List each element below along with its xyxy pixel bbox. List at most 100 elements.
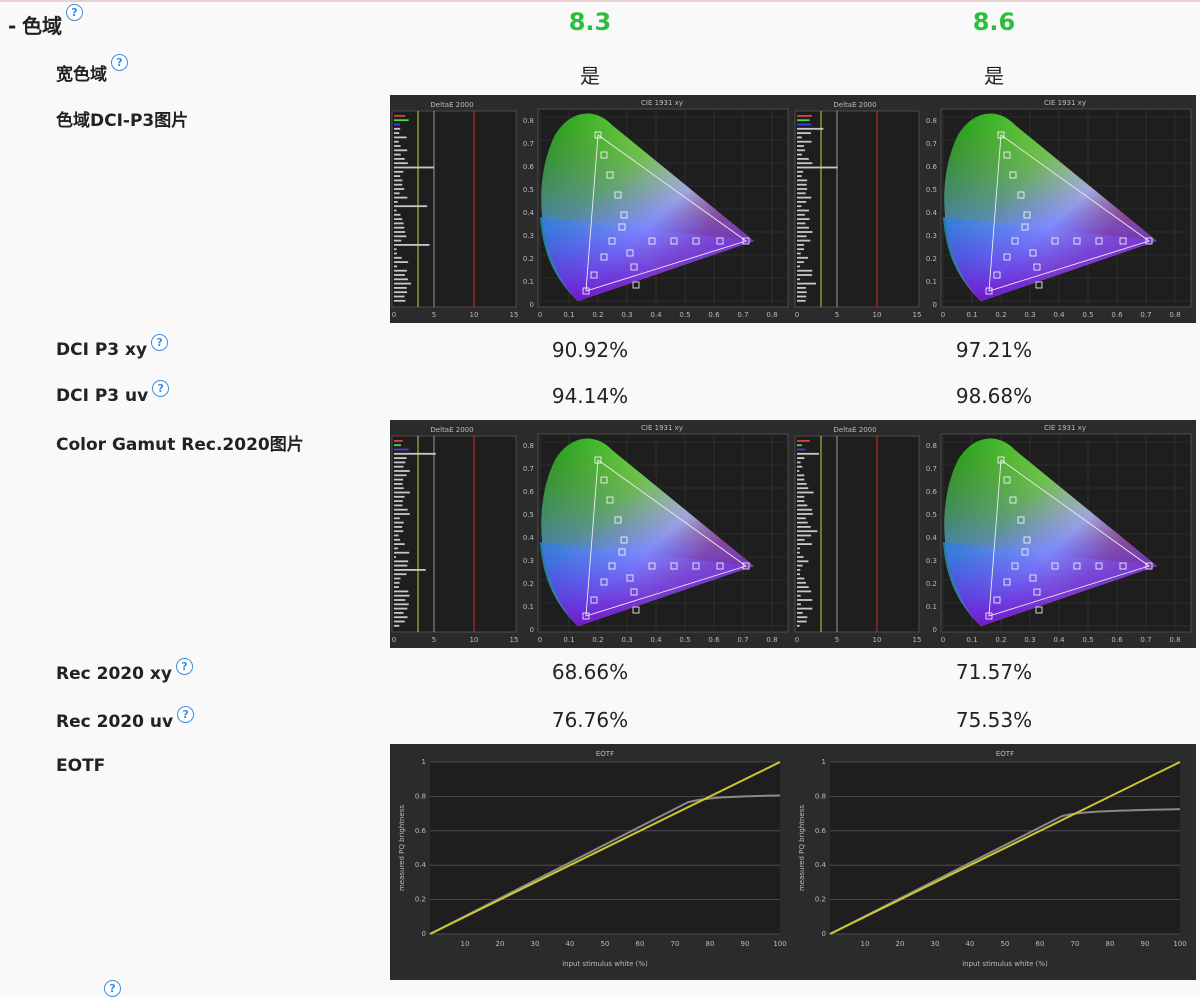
eotf-y-tick: 0.8 <box>415 792 426 800</box>
deltae-bar <box>394 153 401 156</box>
target-marker <box>1003 578 1011 586</box>
value-rec-uv-right: 75.53% <box>955 708 1033 732</box>
cie-x-tick: 0.1 <box>563 311 574 319</box>
deltae-bar <box>394 440 403 442</box>
deltae-bar <box>394 119 409 122</box>
measured-eotf-line <box>829 808 1181 935</box>
deltae-bar <box>797 440 810 442</box>
cie-x-tick: 0.6 <box>708 636 720 644</box>
cie-y-tick: 0.5 <box>926 186 937 194</box>
value-rec-xy-left: 68.66% <box>551 660 629 684</box>
deltae-bar <box>797 551 800 554</box>
eotf-y-tick: 0.6 <box>815 827 827 835</box>
eotf-x-tick: 40 <box>966 940 975 948</box>
help-icon[interactable]: ? <box>66 4 83 21</box>
deltae-bar <box>797 192 806 195</box>
help-icon[interactable]: ? <box>151 334 169 351</box>
cie-y-tick: 0.4 <box>926 534 938 542</box>
cie-y-tick: 0.7 <box>926 465 937 473</box>
eotf-y-label: measured PQ brightness <box>798 805 806 891</box>
eotf-x-label: input stimulus white (%) <box>962 960 1048 968</box>
cie-title: CIE 1931 xy <box>1044 99 1086 107</box>
cie-y-tick: 0.1 <box>523 278 534 286</box>
label-rec-image: Color Gamut Rec.2020图片 <box>56 435 304 455</box>
deltae-bar <box>394 213 401 216</box>
section-header[interactable]: - 色域? <box>8 4 83 39</box>
cie-x-tick: 0.8 <box>766 636 777 644</box>
cie-x-tick: 0.4 <box>650 636 662 644</box>
target-marker <box>742 237 750 245</box>
eotf-y-tick: 1 <box>822 758 826 766</box>
deltae-bar <box>797 205 802 208</box>
target-marker <box>608 562 616 570</box>
value-wide-gamut-right: 是 <box>984 64 1004 88</box>
eotf-x-tick: 50 <box>601 940 610 948</box>
deltae-bar <box>797 547 801 550</box>
deltae-bar <box>394 239 402 242</box>
deltae-bar <box>797 295 807 298</box>
deltae-bar <box>797 590 812 593</box>
deltae-bar <box>797 504 808 507</box>
deltae-bar <box>797 132 811 134</box>
cie-y-tick: 0.3 <box>523 232 534 240</box>
deltae-bar <box>394 624 400 627</box>
deltae-tick: 0 <box>392 311 396 319</box>
deltae-bar <box>797 521 808 524</box>
target-marker <box>1033 588 1041 596</box>
deltae-bar <box>797 513 813 515</box>
deltae-tick: 15 <box>913 636 922 644</box>
cie-y-tick: 0 <box>933 626 937 634</box>
deltae-bar <box>394 252 397 255</box>
target-marker <box>626 249 634 257</box>
deltae-bar <box>394 166 435 169</box>
eotf-y-tick: 1 <box>422 758 426 766</box>
cie-y-tick: 0.8 <box>926 117 937 125</box>
deltae-bar <box>797 175 802 177</box>
deltae-bar <box>394 222 404 225</box>
deltae-bar <box>797 564 803 567</box>
deltae-bar <box>394 560 409 563</box>
target-marker <box>997 456 1005 464</box>
help-icon[interactable]: ? <box>104 980 121 997</box>
deltae-bar <box>394 282 411 285</box>
deltae-bar <box>394 201 398 203</box>
cie-x-tick: 0.7 <box>1140 311 1151 319</box>
collapse-icon[interactable]: - <box>8 14 17 38</box>
deltae-bar <box>394 226 405 229</box>
cie-y-tick: 0.5 <box>523 511 534 519</box>
cie-y-tick: 0.2 <box>523 255 534 263</box>
deltae-plot <box>391 435 517 633</box>
target-marker <box>590 271 598 279</box>
cie-y-tick: 0.7 <box>523 140 534 148</box>
deltae-bar <box>394 599 406 601</box>
cie-y-tick: 0.8 <box>523 442 534 450</box>
label-wide-gamut: 宽色域? <box>56 54 128 85</box>
help-icon[interactable]: ? <box>111 54 128 71</box>
cie-title: CIE 1931 xy <box>641 424 683 432</box>
cie-y-tick: 0.2 <box>926 580 937 588</box>
deltae-bar <box>394 581 400 584</box>
eotf-x-tick: 60 <box>636 940 645 948</box>
value-dci-uv-left: 94.14% <box>551 384 629 408</box>
eotf-y-label: measured PQ brightness <box>398 805 406 891</box>
target-marker <box>1021 548 1029 556</box>
deltae-bar <box>394 132 400 134</box>
target-marker <box>1095 237 1103 245</box>
help-icon[interactable]: ? <box>175 658 193 675</box>
cie-y-tick: 0.3 <box>926 232 937 240</box>
help-icon[interactable]: ? <box>152 380 170 397</box>
deltae-bar <box>394 483 403 485</box>
deltae-bar <box>797 274 812 276</box>
cie-y-tick: 0.3 <box>523 557 534 565</box>
eotf-x-tick: 80 <box>706 940 715 948</box>
eotf-x-tick: 10 <box>861 940 870 948</box>
cie-x-tick: 0.8 <box>1169 636 1180 644</box>
target-marker <box>600 151 608 159</box>
deltae-bar <box>394 444 401 447</box>
target-marker <box>1051 237 1059 245</box>
deltae-bar <box>394 183 403 186</box>
help-icon[interactable]: ? <box>177 706 195 723</box>
cie-y-tick: 0 <box>530 301 534 309</box>
cie-x-tick: 0.2 <box>592 311 603 319</box>
